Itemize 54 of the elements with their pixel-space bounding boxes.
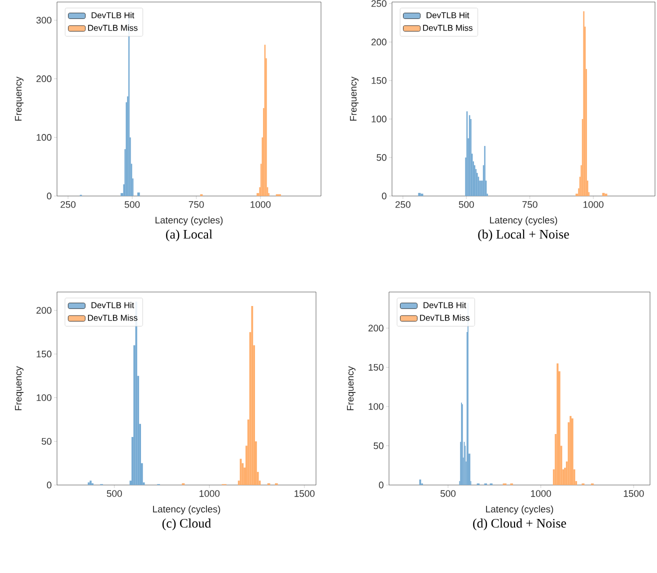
y-tick-label: 300 [36,16,52,24]
y-tick-label: 150 [372,77,386,84]
y-tick-label: 0 [382,192,386,200]
y-tick-label: 50 [374,442,384,450]
legend-label: DevTLB Hit [426,12,470,18]
y-tick-label: 200 [36,306,52,314]
x-tick-label: 500 [458,201,474,208]
legend-label: DevTLB Miss [88,24,138,31]
legend-label: DevTLB Hit [92,302,134,308]
x-axis-title: Latency (cycles) [490,216,558,226]
y-axis-title: Frequency [347,366,356,410]
y-tick-label: 0 [378,482,384,488]
x-axis-title: Latency (cycles) [153,506,220,514]
x-tick-label: 1000 [200,490,220,497]
x-tick-label: 750 [188,201,204,208]
text: (d) Cloud + Noise [473,518,566,530]
y-axis-title: Frequency [350,76,358,121]
y-tick-label: 150 [36,350,52,358]
x-tick-label: 1000 [584,201,604,208]
y-tick-label: 250 [371,0,386,7]
y-tick-label: 50 [42,438,52,445]
x-tick-label: 1500 [294,490,315,497]
legend-label: DevTLB Miss [420,314,470,321]
x-tick-label: 500 [106,490,122,497]
y-tick-label: 0 [46,482,52,488]
y-axis-title: Frequency [15,76,24,121]
legend-label: DevTLB Hit [92,12,134,18]
y-tick-label: 200 [36,75,52,82]
x-tick-label: 250 [60,201,76,208]
y-tick-label: 50 [376,154,386,161]
x-tick-label: 500 [440,490,456,497]
y-tick-label: 100 [372,116,386,122]
y-tick-label: 0 [46,192,52,200]
x-tick-label: 1000 [250,201,271,208]
text: (b) Local + Noise [478,230,569,242]
y-tick-label: 100 [36,394,52,402]
y-tick-label: 200 [368,324,384,332]
x-axis-title: Latency (cycles) [486,506,554,514]
y-tick-label: 100 [36,134,52,141]
x-tick-label: 1500 [624,490,644,497]
legend-label: DevTLB Hit [424,302,466,308]
y-tick-label: 200 [371,38,386,46]
x-tick-label: 500 [124,201,140,208]
legend-label: DevTLB Miss [423,24,473,31]
x-tick-label: 250 [395,201,410,208]
x-tick-label: 1000 [531,490,552,497]
y-tick-label: 150 [368,364,384,371]
x-tick-label: 750 [522,201,538,208]
y-axis-title: Frequency [15,366,24,410]
x-axis-title: Latency (cycles) [156,216,223,226]
y-tick-label: 100 [368,403,384,410]
text: (a) Local [166,230,212,242]
text: (c) Cloud [162,518,211,530]
legend-label: DevTLB Miss [88,314,138,321]
